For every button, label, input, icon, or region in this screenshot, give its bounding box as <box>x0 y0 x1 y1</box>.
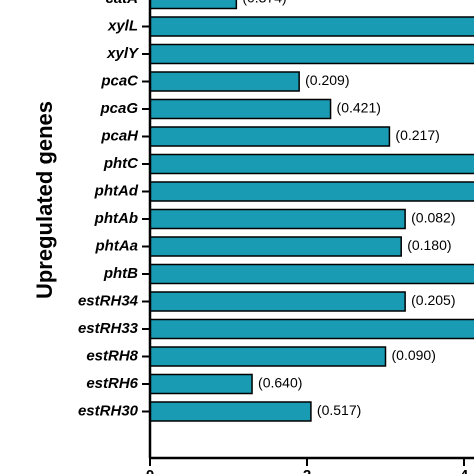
y-axis <box>142 0 152 458</box>
gene-label-estRH33: estRH33 <box>78 320 139 337</box>
value-label-estRH8: (0.090) <box>392 347 436 363</box>
gene-labels-group: catA xylL xylY pcaC pcaG pcaH phtC phtAd phtAb ph… <box>78 0 140 419</box>
value-label-estRH30: (0.517) <box>317 402 361 418</box>
gene-label-pcaH: pcaH <box>100 127 139 144</box>
value-label-estRH34: (0.205) <box>411 292 455 308</box>
bar-pcaC <box>149 71 300 92</box>
gene-label-estRH30: estRH30 <box>78 402 139 419</box>
bar-estRH33 <box>149 318 474 340</box>
gene-label-xylY: xylY <box>106 45 140 62</box>
bar-estRH34 <box>149 291 406 312</box>
bar-catA <box>149 0 238 10</box>
bar-pcaH <box>149 126 391 147</box>
bar-phtAb <box>149 208 406 230</box>
x-tick-label-0: 0 <box>146 467 154 474</box>
value-label-pcaH: (0.217) <box>395 127 439 143</box>
bar-estRH30 <box>149 401 312 422</box>
gene-label-phtAb: phtAb <box>94 210 138 227</box>
y-axis-title: Upregulated genes <box>32 101 57 299</box>
bar-phtAa <box>149 236 402 257</box>
value-label-estRH6: (0.640) <box>258 375 302 391</box>
gene-label-estRH34: estRH34 <box>78 292 139 309</box>
value-label-catA: (0.374) <box>242 0 286 6</box>
bar-estRH8 <box>149 346 387 367</box>
x-tick-label-2: 2 <box>303 467 311 474</box>
value-labels-group: (0.374)(0.221)(0.012)(0.209)(0.421)(0.21… <box>242 0 455 418</box>
bar-pcaG <box>149 98 332 120</box>
x-axis: 02468 <box>146 456 474 474</box>
gene-label-catA: catA <box>105 0 138 7</box>
bar-phtAd <box>149 181 474 202</box>
bars-group <box>149 0 474 422</box>
value-label-phtAa: (0.180) <box>407 237 451 253</box>
bar-phtC <box>149 153 474 175</box>
gene-label-estRH8: estRH8 <box>86 347 138 364</box>
gene-label-phtB: phtB <box>103 265 138 282</box>
gene-label-pcaC: pcaC <box>100 72 139 89</box>
bar-xylL <box>149 16 474 37</box>
gene-label-xylL: xylL <box>107 17 138 34</box>
gene-label-estRH6: estRH6 <box>86 375 138 392</box>
value-label-pcaG: (0.421) <box>337 100 381 116</box>
gene-label-pcaG: pcaG <box>99 100 138 117</box>
gene-label-phtAa: phtAa <box>95 237 139 254</box>
gene-label-phtAd: phtAd <box>94 182 139 199</box>
value-label-phtAb: (0.082) <box>411 210 455 226</box>
value-label-pcaC: (0.209) <box>305 72 349 88</box>
bar-estRH6 <box>149 373 253 395</box>
bar-xylY <box>149 43 474 65</box>
gene-label-phtC: phtC <box>103 155 139 172</box>
bar-phtB <box>149 263 474 285</box>
x-tick-label-4: 4 <box>460 467 469 474</box>
